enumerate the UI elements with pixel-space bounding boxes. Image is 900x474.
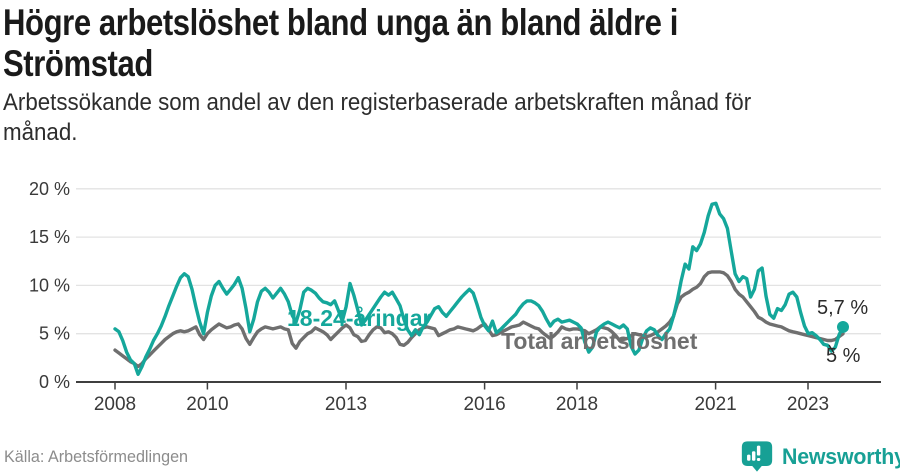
series-label-youth: 18-24-åringar — [287, 305, 432, 331]
end-label-leader-total — [828, 344, 835, 354]
source-credit: Källa: Arbetsförmedlingen — [4, 447, 189, 466]
end-value-label-total: 5 % — [826, 345, 861, 367]
chart-subtitle: Arbetssökande som andel av den registerb… — [3, 89, 752, 146]
series-line-total — [113, 270, 845, 369]
newsworthy-logo-lockup: Newsworthy — [739, 439, 900, 474]
y-tick-label-15: 15 % — [29, 227, 70, 247]
x-tick-label-2023: 2023 — [787, 394, 829, 415]
x-tick-label-2018: 2018 — [556, 394, 598, 415]
series-label-total: Total arbetslöshet — [501, 328, 698, 354]
x-tick-label-2016: 2016 — [463, 394, 505, 415]
logo-exclamation-bar — [756, 445, 761, 456]
logo-bar-small — [747, 454, 751, 461]
x-tick-label-2008: 2008 — [94, 394, 136, 415]
newsworthy-logo-icon — [741, 441, 773, 472]
chart-title: Högre arbetslöshet bland unga än bland ä… — [3, 2, 678, 85]
brand-name: Newsworthy — [782, 443, 900, 469]
series-line-youth — [113, 201, 845, 376]
y-tick-label-0: 0 % — [39, 372, 70, 392]
x-tick-label-2010: 2010 — [186, 394, 228, 415]
y-tick-label-20: 20 % — [29, 179, 70, 199]
end-value-label-youth: 5,7 % — [817, 297, 868, 319]
y-tick-label-5: 5 % — [39, 324, 70, 344]
x-tick-label-2013: 2013 — [325, 394, 367, 415]
logo-bar-medium — [751, 451, 756, 461]
series-end-dot-youth — [837, 320, 849, 333]
y-tick-label-10: 10 % — [29, 275, 70, 295]
logo-exclamation-dot — [756, 458, 761, 461]
logo-bubble-shape — [741, 441, 773, 472]
x-tick-label-2021: 2021 — [694, 394, 736, 415]
